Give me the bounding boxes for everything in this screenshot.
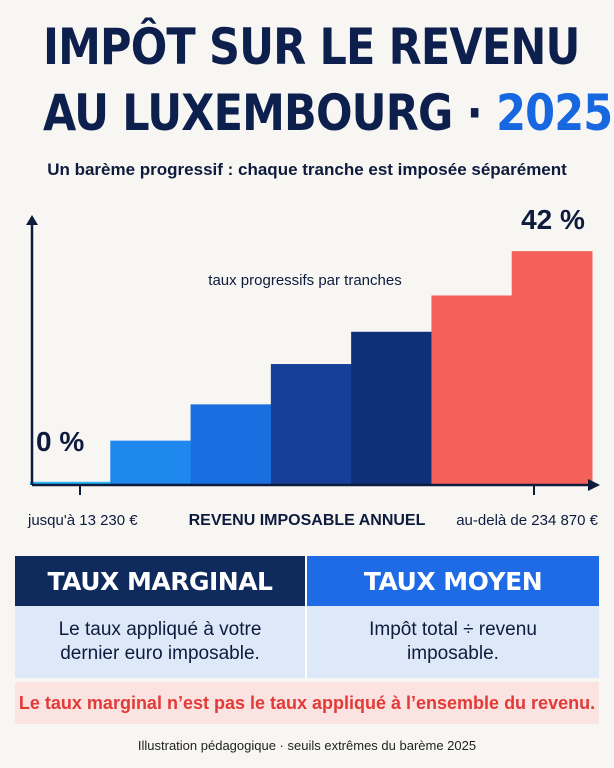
average-rate-title: TAUX MOYEN — [307, 556, 599, 606]
y-axis-arrow — [26, 215, 38, 225]
marginal-rate-card: TAUX MARGINAL Le taux appliqué à votre d… — [15, 556, 307, 678]
title-year: 2025 — [496, 84, 613, 142]
tranche-bar-6 — [431, 295, 513, 485]
page-title-line-1: IMPÔT SUR LE REVENU — [42, 18, 580, 76]
x-axis-title: REVENU IMPOSABLE ANNUEL — [189, 512, 426, 529]
tranche-bar-3 — [190, 404, 272, 485]
title-country: AU LUXEMBOURG · — [42, 84, 497, 142]
warning-note: Le taux marginal n’est pas le taux appli… — [15, 682, 599, 724]
x-left-label: jusqu'à 13 230 € — [27, 512, 138, 529]
footer-caption: Illustration pédagogique · seuils extrêm… — [137, 738, 477, 753]
page-title-line-2: AU LUXEMBOURG · 2025 — [43, 88, 613, 138]
marginal-rate-text: Le taux appliqué à votre dernier euro im… — [15, 606, 305, 678]
end-rate-label: 42 % — [521, 204, 585, 235]
chart-title: taux progressifs par tranches — [208, 272, 401, 289]
tranche-bar-2 — [110, 440, 192, 485]
page-subtitle: Un barème progressif : chaque tranche es… — [47, 160, 567, 179]
tranche-bar-7 — [511, 251, 593, 485]
tax-bracket-chart: taux progressifs par tranches 0 % 42 % jusq… — [26, 204, 600, 529]
average-rate-text: Impôt total ÷ revenu imposable. — [307, 606, 599, 678]
tranche-bar-4 — [270, 364, 352, 485]
definition-cards: TAUX MARGINAL Le taux appliqué à votre d… — [15, 556, 599, 678]
x-right-label: au-delà de 234 870 € — [456, 512, 598, 529]
tranche-bar-5 — [351, 331, 432, 485]
start-rate-label: 0 % — [36, 426, 84, 457]
x-axis-arrow — [588, 479, 600, 491]
average-rate-card: TAUX MOYEN Impôt total ÷ revenu imposabl… — [307, 556, 599, 678]
marginal-rate-title: TAUX MARGINAL — [15, 556, 305, 606]
tranche-bar-1 — [30, 481, 111, 485]
